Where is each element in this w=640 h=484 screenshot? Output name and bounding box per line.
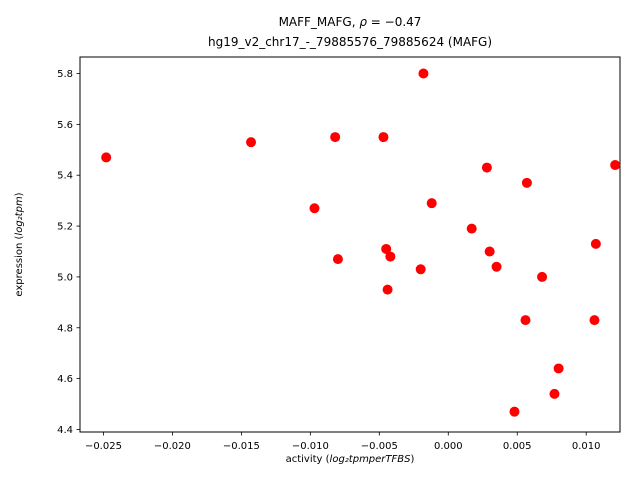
- y-axis-label-math: log₂tpm: [14, 196, 25, 236]
- y-tick-label: 4.4: [57, 425, 73, 436]
- data-point: [549, 388, 560, 399]
- x-axis-label-suffix: ): [411, 454, 415, 465]
- data-point: [520, 315, 531, 326]
- data-point: [332, 254, 343, 265]
- y-tick-label: 5.6: [57, 120, 73, 131]
- data-point: [553, 363, 564, 374]
- data-point: [589, 315, 600, 326]
- data-point: [610, 160, 621, 171]
- y-axis-label: expression (log₂tpm): [14, 192, 25, 296]
- data-point: [481, 162, 492, 173]
- y-tick-label: 5.2: [57, 222, 73, 233]
- y-tick-label: 5.0: [57, 272, 73, 283]
- x-axis-label: activity (log₂tpmperTFBS): [286, 454, 415, 465]
- data-points: [101, 68, 621, 417]
- data-point: [330, 132, 341, 143]
- y-tick-label: 4.6: [57, 374, 73, 385]
- x-axis-label-math: log₂tpmperTFBS: [330, 454, 412, 465]
- x-tick-label: −0.010: [292, 441, 329, 452]
- data-point: [415, 264, 426, 275]
- x-tick-label: −0.005: [361, 441, 398, 452]
- chart-title-line2: hg19_v2_chr17_-_79885576_79885624 (MAFG): [208, 35, 492, 49]
- data-point: [382, 284, 393, 295]
- data-point: [509, 406, 520, 417]
- plot-frame: [79, 56, 621, 433]
- y-tick-label: 5.8: [57, 69, 73, 80]
- data-point: [309, 203, 320, 214]
- y-tick-label: 5.4: [57, 171, 73, 182]
- chart-title-rho: ρ: [359, 15, 367, 29]
- x-tick-label: 0.000: [434, 441, 463, 452]
- chart-title-line1: MAFF_MAFG, ρ = −0.47: [279, 15, 422, 29]
- data-point: [491, 261, 502, 272]
- data-point: [381, 243, 392, 254]
- x-tick-label: −0.025: [85, 441, 122, 452]
- data-point: [466, 223, 477, 234]
- data-point: [426, 198, 437, 209]
- x-tick-label: −0.020: [154, 441, 191, 452]
- data-point: [590, 238, 601, 249]
- chart-title-correlation-value: = −0.47: [367, 15, 421, 29]
- x-tick-label: 0.010: [572, 441, 601, 452]
- y-axis-label-suffix: ): [14, 192, 25, 196]
- data-point: [385, 251, 396, 262]
- data-point: [378, 132, 389, 143]
- y-axis-ticks: 4.4 4.6 4.8 5.0 5.2 5.4 5.6 5.8: [57, 69, 80, 436]
- data-point: [246, 137, 257, 148]
- data-point: [418, 68, 429, 79]
- y-tick-label: 4.8: [57, 323, 73, 334]
- x-axis-label-prefix: activity (: [286, 454, 330, 465]
- x-axis-ticks: −0.025 −0.020 −0.015 −0.010 −0.005 0.000 0.005…: [85, 432, 601, 452]
- x-tick-label: 0.005: [503, 441, 532, 452]
- data-point: [521, 177, 532, 188]
- data-point: [537, 271, 548, 282]
- data-point: [484, 246, 495, 257]
- chart-title-prefix: MAFF_MAFG,: [279, 15, 360, 29]
- x-tick-label: −0.015: [223, 441, 260, 452]
- y-axis-label-prefix: expression (: [14, 235, 25, 296]
- data-point: [101, 152, 112, 163]
